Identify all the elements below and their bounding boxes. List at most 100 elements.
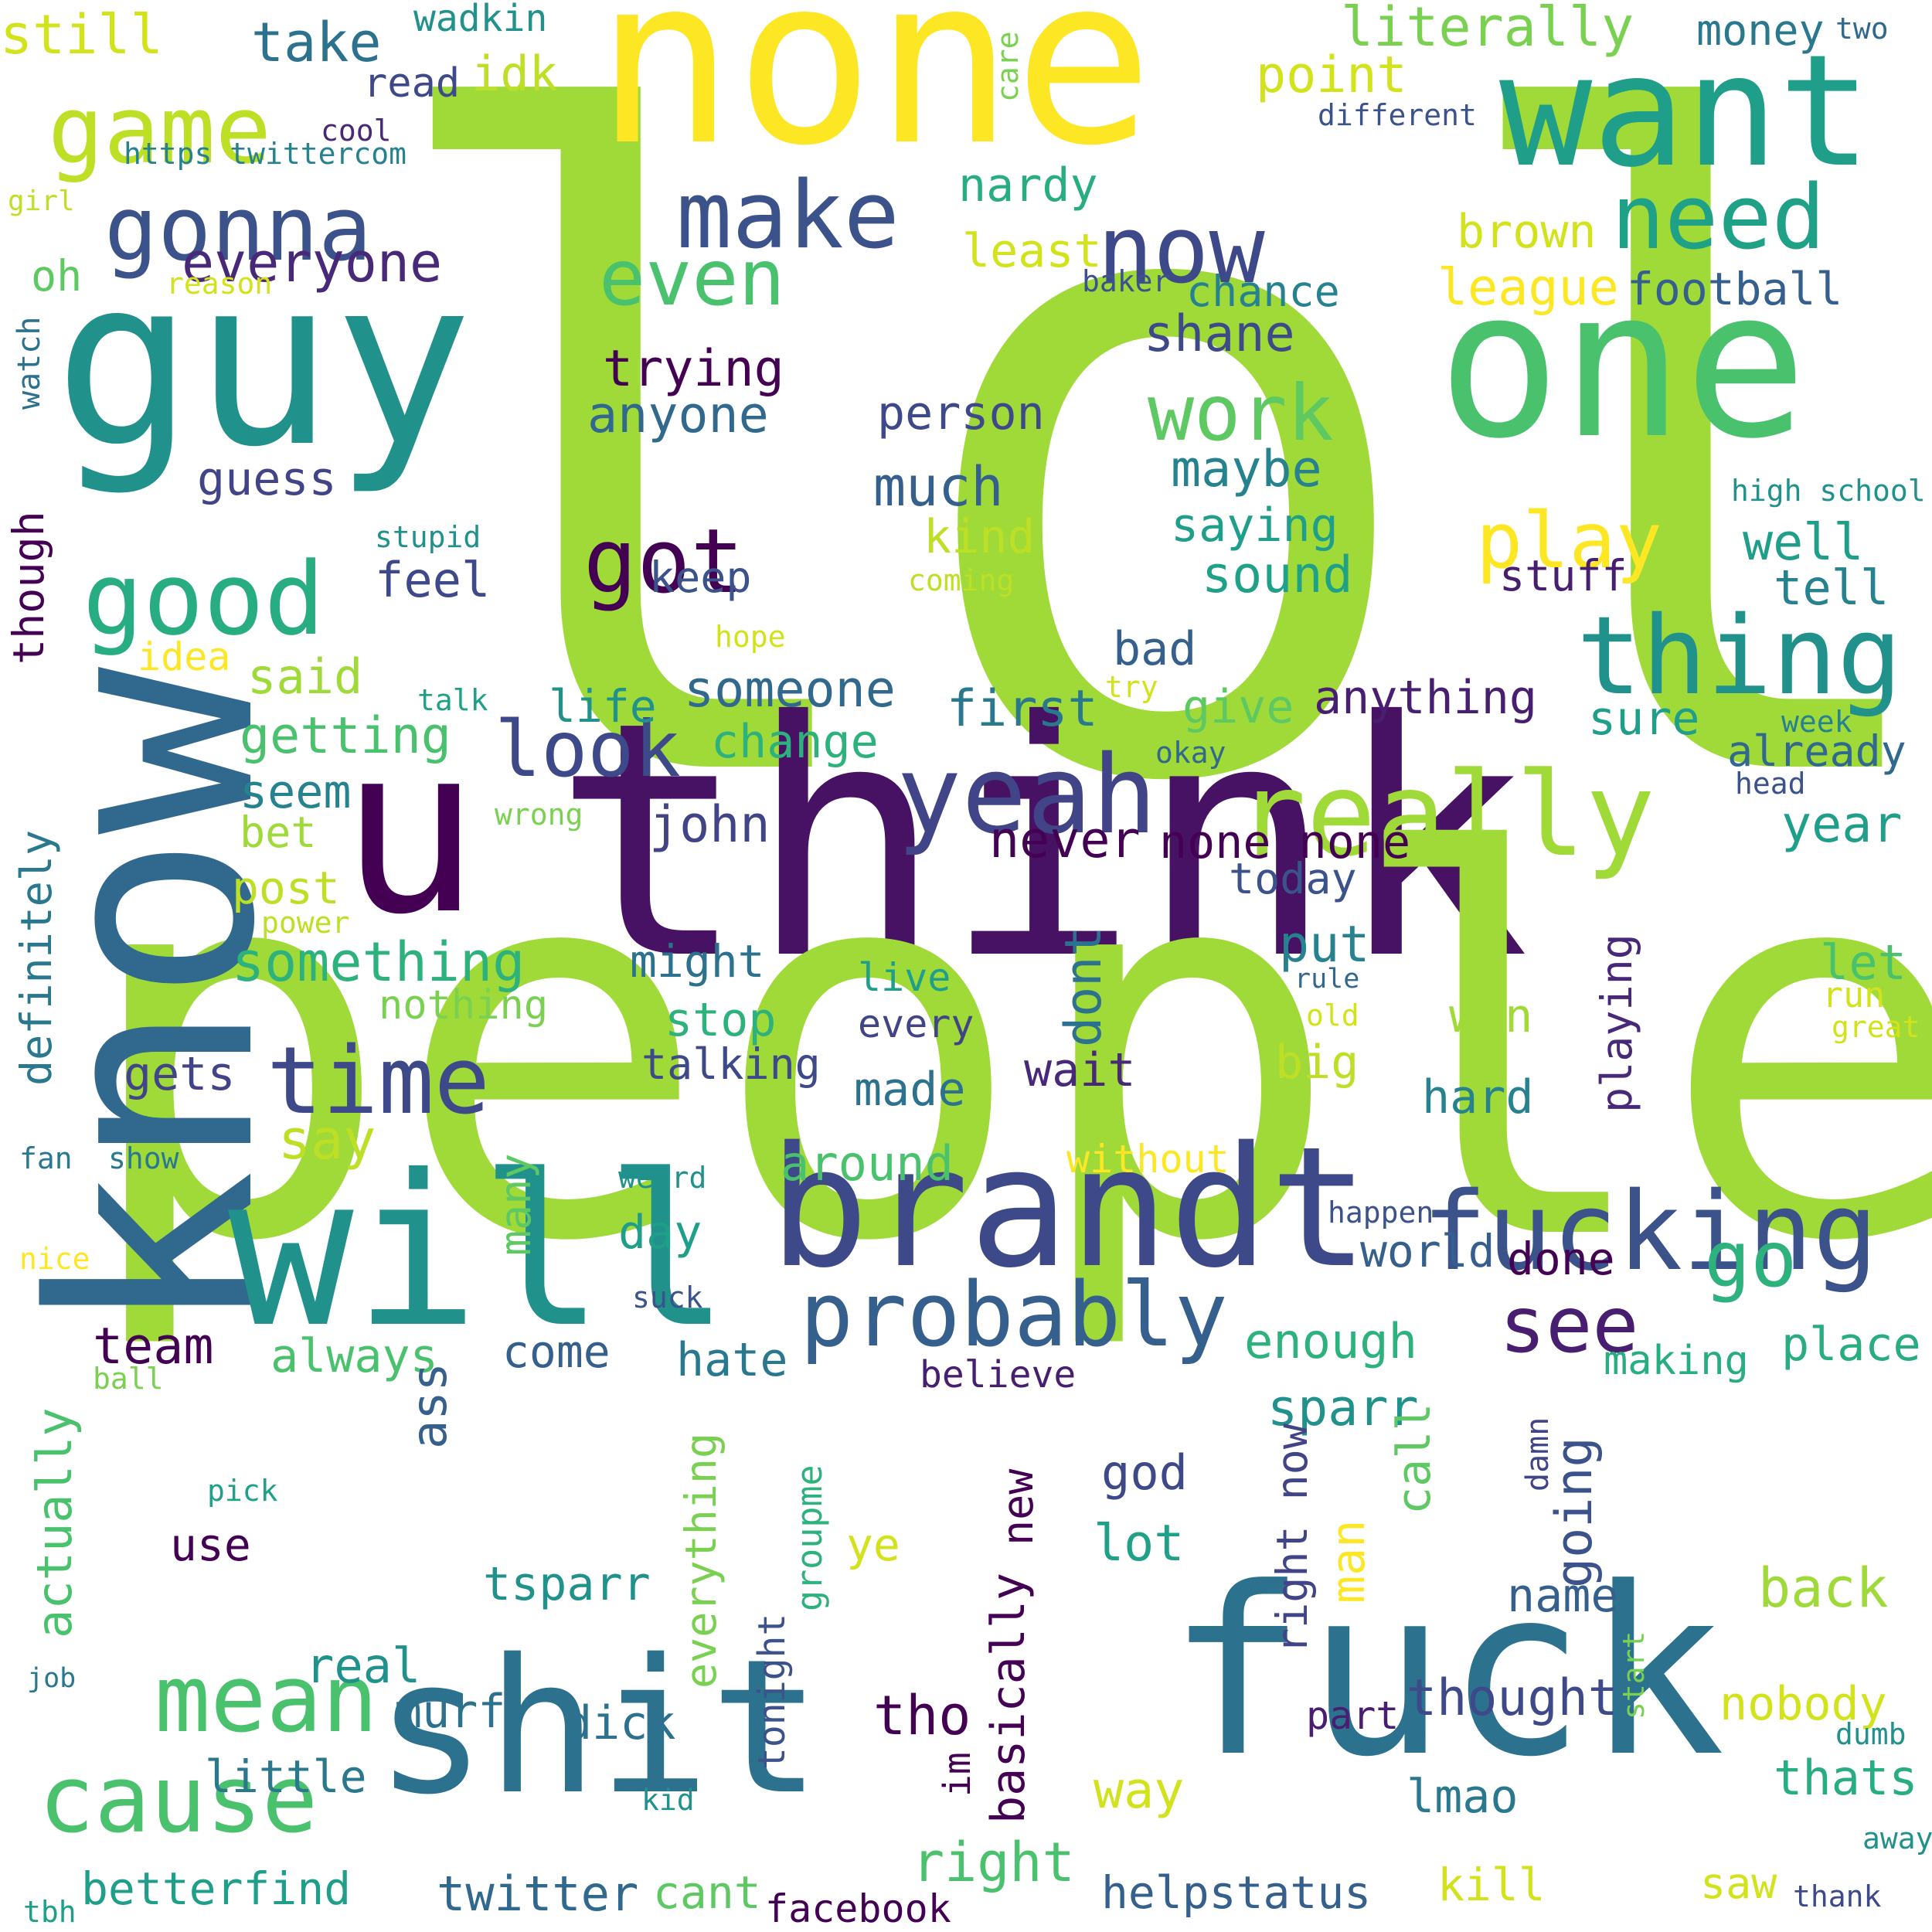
word-stop: stop bbox=[665, 993, 777, 1047]
word-groupme: groupme bbox=[789, 1464, 830, 1611]
word-kid: kid bbox=[641, 1783, 695, 1817]
word-okay: okay bbox=[1155, 736, 1226, 770]
word-dick: dick bbox=[564, 1696, 676, 1750]
word-least: least bbox=[962, 224, 1102, 278]
word-nothing: nothing bbox=[379, 982, 549, 1029]
word-trying: trying bbox=[603, 340, 784, 398]
word-show: show bbox=[108, 1141, 179, 1175]
word-already: already bbox=[1727, 726, 1906, 776]
word-talk: talk bbox=[417, 683, 488, 717]
word-right: right bbox=[912, 1831, 1075, 1894]
word-back: back bbox=[1758, 1556, 1889, 1620]
word-stupid: stupid bbox=[375, 520, 481, 554]
word-cause: cause bbox=[39, 1747, 318, 1854]
word-ball: ball bbox=[93, 1362, 164, 1396]
word-bad: bad bbox=[1113, 622, 1197, 676]
word-change: change bbox=[711, 715, 879, 769]
word-right-now: right now bbox=[1267, 1423, 1317, 1654]
word-tell: tell bbox=[1774, 560, 1889, 616]
word-gonna: gonna bbox=[104, 178, 372, 281]
word-tsparr: tsparr bbox=[483, 1557, 651, 1611]
word-always: always bbox=[270, 1329, 438, 1383]
word-tbh: tbh bbox=[23, 1895, 77, 1929]
word-try: try bbox=[1105, 670, 1158, 704]
word-nardy: nardy bbox=[958, 158, 1098, 213]
word-real: real bbox=[305, 1638, 421, 1694]
word-name: name bbox=[1507, 1569, 1619, 1623]
word-yeah: yeah bbox=[896, 733, 1158, 859]
word-one: one bbox=[1437, 246, 1808, 484]
word-chance: chance bbox=[1186, 267, 1340, 316]
word-kill: kill bbox=[1437, 1859, 1546, 1911]
word-anything: anything bbox=[1314, 671, 1537, 725]
word-sound: sound bbox=[1202, 546, 1353, 604]
word-never: never bbox=[989, 811, 1141, 869]
word-bet: bet bbox=[240, 808, 317, 857]
word-everyone: everyone bbox=[182, 231, 443, 294]
word-tonight: tonight bbox=[750, 1613, 794, 1770]
word-fucking: fucking bbox=[1422, 1169, 1879, 1295]
word-god: god bbox=[1101, 1444, 1188, 1501]
word-today: today bbox=[1229, 854, 1357, 903]
word-nobody: nobody bbox=[1719, 1677, 1887, 1731]
word-made: made bbox=[854, 1063, 966, 1117]
word-literally: literally bbox=[1341, 0, 1634, 59]
word-talking: talking bbox=[641, 1039, 821, 1089]
word-time: time bbox=[267, 1028, 490, 1135]
word-weird: weird bbox=[618, 1161, 707, 1195]
word-wait: wait bbox=[1024, 1043, 1136, 1097]
word-every: every bbox=[858, 1002, 975, 1046]
word-life: life bbox=[549, 680, 657, 733]
word-shane: shane bbox=[1144, 305, 1295, 363]
word-will: will bbox=[228, 1130, 731, 1373]
word-dumb: dumb bbox=[1835, 1717, 1906, 1751]
word-much: much bbox=[873, 455, 1004, 519]
word-part: part bbox=[1306, 1693, 1400, 1738]
word-post: post bbox=[232, 862, 340, 914]
word-ass: ass bbox=[401, 1362, 457, 1449]
word-nice: nice bbox=[19, 1242, 90, 1276]
word-make: make bbox=[676, 162, 900, 270]
word-damn: damn bbox=[1520, 1417, 1556, 1492]
word-oh: oh bbox=[31, 251, 83, 301]
word-give: give bbox=[1182, 680, 1294, 734]
word-people: people bbox=[77, 745, 1932, 1356]
word-brown: brown bbox=[1457, 205, 1597, 259]
word-done: done bbox=[1507, 1233, 1615, 1285]
word-way: way bbox=[1094, 1762, 1185, 1820]
word-job: job bbox=[27, 1663, 77, 1694]
word-put: put bbox=[1279, 916, 1370, 974]
word-definitely: definitely bbox=[12, 829, 61, 1086]
word-girl: girl bbox=[8, 185, 75, 217]
word-need: need bbox=[1611, 166, 1825, 270]
word-watch: watch bbox=[12, 316, 47, 410]
word-take: take bbox=[251, 11, 382, 74]
word-rule: rule bbox=[1294, 964, 1360, 995]
word-seem: seem bbox=[240, 765, 352, 819]
word-money: money bbox=[1696, 5, 1825, 55]
word-tho: tho bbox=[873, 1684, 971, 1747]
word-work: work bbox=[1148, 368, 1334, 458]
word-believe: believe bbox=[920, 1353, 1077, 1396]
word-live: live bbox=[858, 955, 951, 1000]
word-year: year bbox=[1781, 796, 1903, 854]
word-everything: everything bbox=[676, 1432, 726, 1689]
word-great: great bbox=[1832, 1010, 1920, 1044]
word-saying: saying bbox=[1171, 498, 1338, 553]
word-two: two bbox=[1835, 12, 1889, 46]
word-away: away bbox=[1862, 1821, 1932, 1855]
word-betterfind: betterfind bbox=[81, 1862, 352, 1915]
word-something: something bbox=[232, 930, 526, 994]
word-someone: someone bbox=[684, 661, 896, 719]
word-mean: mean bbox=[155, 1646, 378, 1753]
word-point: point bbox=[1256, 46, 1407, 104]
word-cant: cant bbox=[653, 1866, 761, 1919]
word-guy: guy bbox=[54, 228, 473, 498]
word-though: though bbox=[4, 511, 53, 665]
word-new: new bbox=[993, 1468, 1043, 1546]
word-happen: happen bbox=[1328, 1196, 1434, 1230]
word-thank: thank bbox=[1793, 1879, 1882, 1913]
word-reason: reason bbox=[166, 267, 273, 301]
word-probably: probably bbox=[800, 1264, 1228, 1367]
word-hope: hope bbox=[715, 620, 786, 654]
